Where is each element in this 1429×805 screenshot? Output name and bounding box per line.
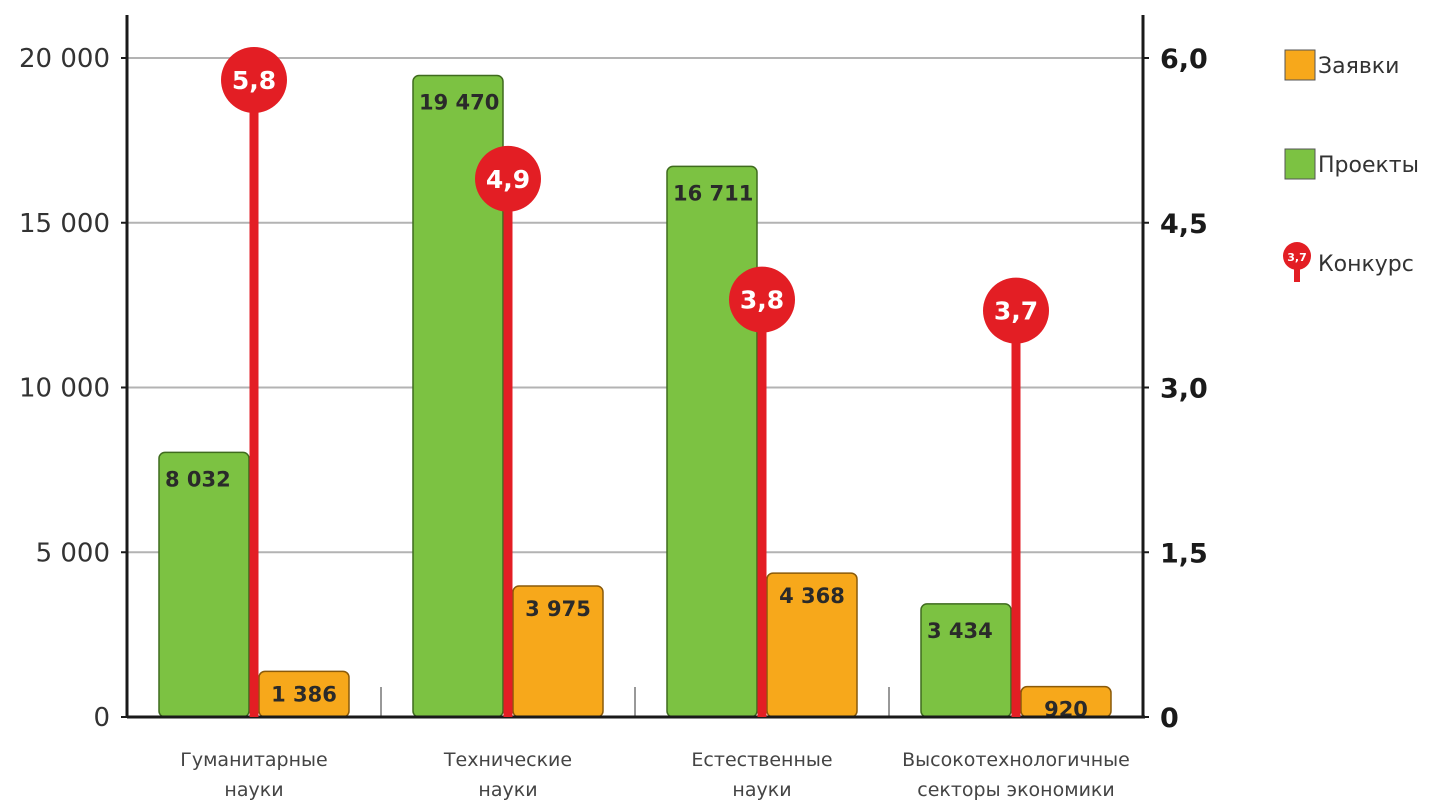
y-right-tick-label: 4,5 xyxy=(1160,209,1208,240)
pin-label: 3,8 xyxy=(740,286,784,315)
gridlines xyxy=(127,57,1143,554)
y-right-tick-label: 0 xyxy=(1160,703,1179,734)
bar-projects xyxy=(666,165,758,718)
bar-label-projects: 16 711 xyxy=(673,181,753,205)
category-label: науки xyxy=(732,779,791,801)
legend-label: Проекты xyxy=(1318,153,1419,178)
y-left-tick-label: 15 000 xyxy=(19,209,110,239)
axes: 0 5 000 10 000 15 000 20 000 0 1,5 3,0 4,5 6,0 Гум… xyxy=(19,15,1208,801)
y-left-tick-label: 20 000 xyxy=(19,44,110,74)
y-left-tick-label: 10 000 xyxy=(19,374,110,404)
pin-label: 4,9 xyxy=(486,165,530,194)
bar-projects xyxy=(158,451,250,718)
pin-head xyxy=(475,145,541,212)
bar-label-applications: 1 386 xyxy=(271,682,337,706)
legend-pin-head xyxy=(1283,242,1311,270)
pin-label: 5,8 xyxy=(232,66,276,95)
pin-head xyxy=(221,46,287,113)
pin-head xyxy=(983,277,1049,344)
category-label: науки xyxy=(478,779,537,801)
legend-swatch xyxy=(1284,148,1316,180)
bar-label-applications: 3 975 xyxy=(525,597,591,621)
category-label: Естественные xyxy=(691,749,832,771)
bar-label-projects: 8 032 xyxy=(165,467,231,491)
bar-label-projects: 19 470 xyxy=(419,90,499,114)
pins: 5,8 4,9 3,8 3,7 xyxy=(221,46,1049,717)
pin-label: 3,7 xyxy=(994,297,1038,326)
category-label: Гуманитарные xyxy=(180,749,327,771)
legend-swatch xyxy=(1284,49,1316,81)
category-label: науки xyxy=(224,779,283,801)
legend: Заявки Проекты 3,7 Конкурс xyxy=(1283,49,1419,282)
bar-label-applications: 4 368 xyxy=(779,584,845,608)
y-left-tick-label: 5 000 xyxy=(36,538,110,568)
y-right-tick-label: 3,0 xyxy=(1160,374,1208,405)
category-label: секторы экономики xyxy=(917,779,1115,801)
legend-pin-label: 3,7 xyxy=(1287,251,1307,264)
legend-label: Заявки xyxy=(1318,54,1399,79)
legend-label: Конкурс xyxy=(1318,252,1414,277)
category-label: Высокотехнологичные xyxy=(902,749,1130,771)
y-right-tick-label: 1,5 xyxy=(1160,538,1208,569)
bar-label-projects: 3 434 xyxy=(927,619,993,643)
pin-head xyxy=(729,266,795,333)
y-left-tick-label: 0 xyxy=(93,703,110,733)
legend-pin-stem xyxy=(1294,264,1300,282)
y-right-tick-label: 6,0 xyxy=(1160,44,1208,75)
category-label: Технические xyxy=(443,749,572,771)
